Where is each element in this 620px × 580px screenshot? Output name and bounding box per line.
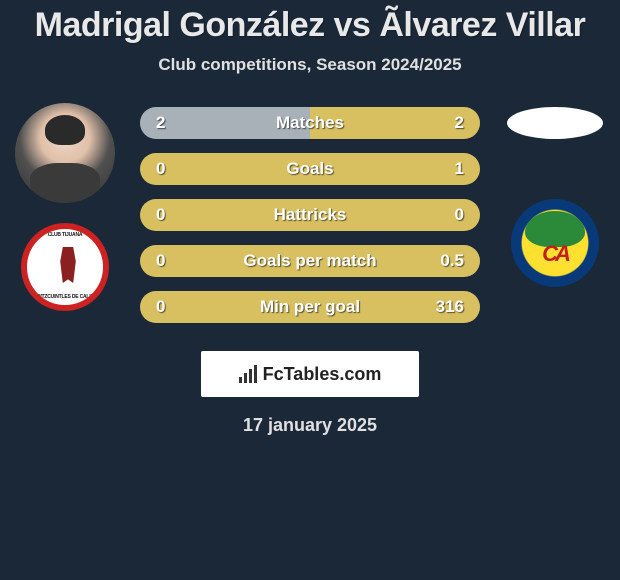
- right-column: CA: [500, 103, 610, 287]
- infographic-container: Madrigal González vs Ãlvarez Villar Club…: [0, 0, 620, 436]
- club1-badge: CLUB TIJUANA XOLOITZCUINTLES DE CALIENTE: [21, 223, 109, 311]
- stat-row: 0Goals per match0.5: [140, 245, 480, 277]
- left-column: CLUB TIJUANA XOLOITZCUINTLES DE CALIENTE: [10, 103, 120, 311]
- stat-label: Goals per match: [140, 251, 480, 271]
- main-row: CLUB TIJUANA XOLOITZCUINTLES DE CALIENTE…: [0, 103, 620, 323]
- comparison-title: Madrigal González vs Ãlvarez Villar: [0, 6, 620, 45]
- player2-avatar-placeholder: [507, 107, 603, 139]
- club1-badge-top: CLUB TIJUANA: [27, 232, 103, 238]
- stat-label: Matches: [140, 113, 480, 133]
- stat-row: 0Hattricks0: [140, 199, 480, 231]
- brand-chart-icon: [239, 365, 257, 383]
- stat-label: Goals: [140, 159, 480, 179]
- stat-label: Hattricks: [140, 205, 480, 225]
- brand-text: FcTables.com: [263, 364, 382, 385]
- stat-label: Min per goal: [140, 297, 480, 317]
- brand-box: FcTables.com: [201, 351, 419, 397]
- comparison-subtitle: Club competitions, Season 2024/2025: [0, 55, 620, 75]
- club1-badge-bottom: XOLOITZCUINTLES DE CALIENTE: [27, 294, 103, 300]
- stat-row: 2Matches2: [140, 107, 480, 139]
- club2-badge-letters: CA: [515, 241, 595, 267]
- date-text: 17 january 2025: [0, 415, 620, 436]
- player1-avatar: [15, 103, 115, 203]
- stat-row: 0Goals1: [140, 153, 480, 185]
- stats-column: 2Matches2 0Goals1 0Hattricks0 0Goals per ma…: [140, 107, 480, 323]
- club2-badge: CA: [511, 199, 599, 287]
- stat-row: 0Min per goal316: [140, 291, 480, 323]
